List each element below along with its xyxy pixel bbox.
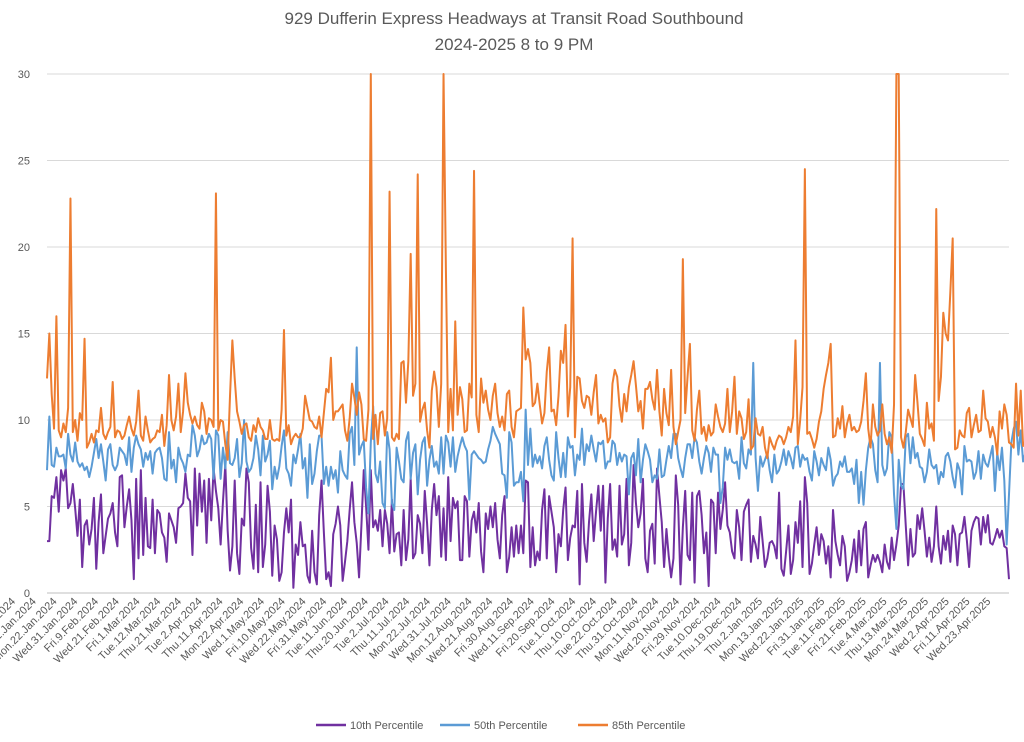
y-tick-label: 25 (18, 156, 30, 168)
y-axis: 0 5 10 15 20 25 30 (18, 69, 30, 600)
y-tick-label: 15 (18, 329, 30, 341)
legend-item-2: 50th Percentile (440, 720, 547, 732)
legend-item-1: 10th Percentile (316, 720, 423, 732)
chart-subtitle: 2024-2025 8 to 9 PM (435, 35, 594, 54)
legend-label: 50th Percentile (474, 720, 547, 732)
y-tick-label: 10 (18, 415, 30, 427)
y-tick-label: 20 (18, 242, 30, 254)
legend-label: 10th Percentile (350, 720, 423, 732)
legend-item-3: 85th Percentile (578, 720, 685, 732)
chart-title: 929 Dufferin Express Headways at Transit… (285, 9, 744, 28)
y-tick-label: 0 (24, 588, 30, 600)
legend: 10th Percentile 50th Percentile 85th Perce… (316, 720, 685, 732)
x-axis: Tue.2.Jan.2024Thu.11.Jan.2024Mon.22.Jan.… (0, 596, 993, 667)
legend-label: 85th Percentile (612, 720, 685, 732)
series-line-2 (46, 346, 1024, 546)
plot-area (46, 73, 1024, 589)
y-tick-label: 5 (24, 502, 30, 514)
series-line-1 (47, 463, 1010, 589)
y-tick-label: 30 (18, 69, 30, 81)
series-line-3 (46, 73, 1024, 461)
